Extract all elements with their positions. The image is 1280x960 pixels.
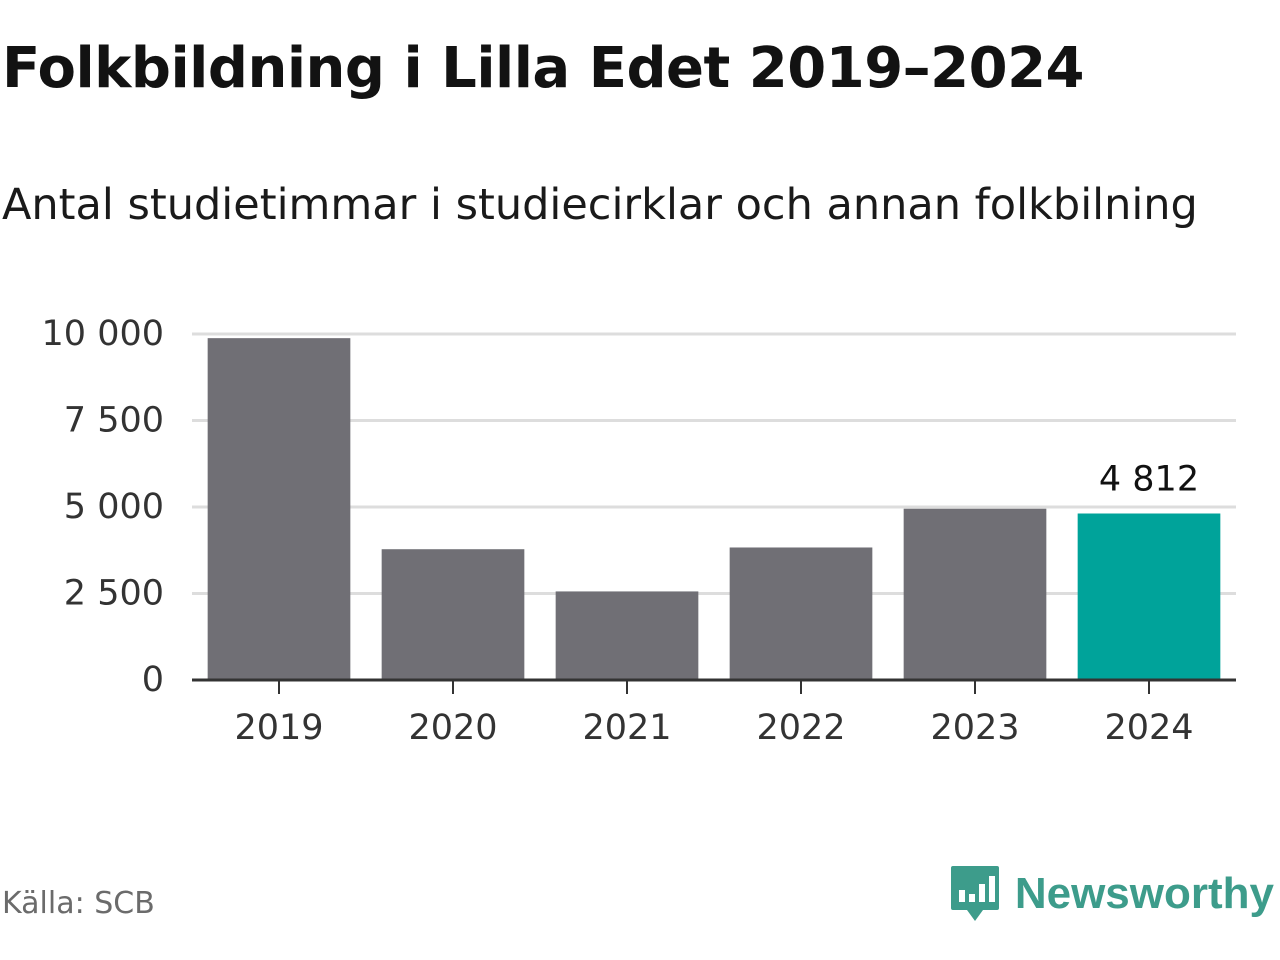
y-tick-label: 0 [142, 660, 164, 700]
chart-subtitle: Antal studietimmar i studiecirklar och a… [2, 180, 1198, 230]
y-tick-label: 2 500 [64, 574, 164, 614]
newsworthy-logo-icon [950, 866, 999, 921]
y-tick-label: 10 000 [42, 314, 164, 354]
x-tick-label: 2019 [234, 708, 323, 748]
grid-lines [192, 332, 1236, 595]
data-label: 4 812 [1099, 460, 1199, 500]
bar-2023 [903, 508, 1047, 680]
bar-2022 [729, 547, 873, 680]
x-tick-label: 2021 [582, 708, 671, 748]
bar-2021 [555, 591, 699, 680]
y-tick-label: 7 500 [64, 401, 164, 441]
brand-logo[interactable]: Newsworthy [949, 864, 1274, 924]
x-tick-label: 2024 [1104, 708, 1193, 748]
labels: 0 2 500 5 000 7 500 10 000 2019 2020 2021 2022 20… [42, 314, 1200, 748]
brand-name: Newsworthy [1014, 869, 1274, 918]
y-tick-label: 5 000 [64, 487, 164, 527]
bar-2019 [207, 338, 351, 680]
x-axis [192, 678, 1236, 694]
x-tick-label: 2020 [408, 708, 497, 748]
bar-2020 [381, 549, 525, 680]
x-tick-label: 2022 [756, 708, 845, 748]
source-note: Källa: SCB [2, 886, 155, 921]
bars [207, 338, 1221, 680]
bar-2024 [1077, 513, 1221, 680]
x-tick-label: 2023 [930, 708, 1019, 748]
chart-title: Folkbildning i Lilla Edet 2019–2024 [2, 36, 1085, 101]
bar-chart: 0 2 500 5 000 7 500 10 000 2019 2020 2021 2022 20… [42, 314, 1236, 748]
